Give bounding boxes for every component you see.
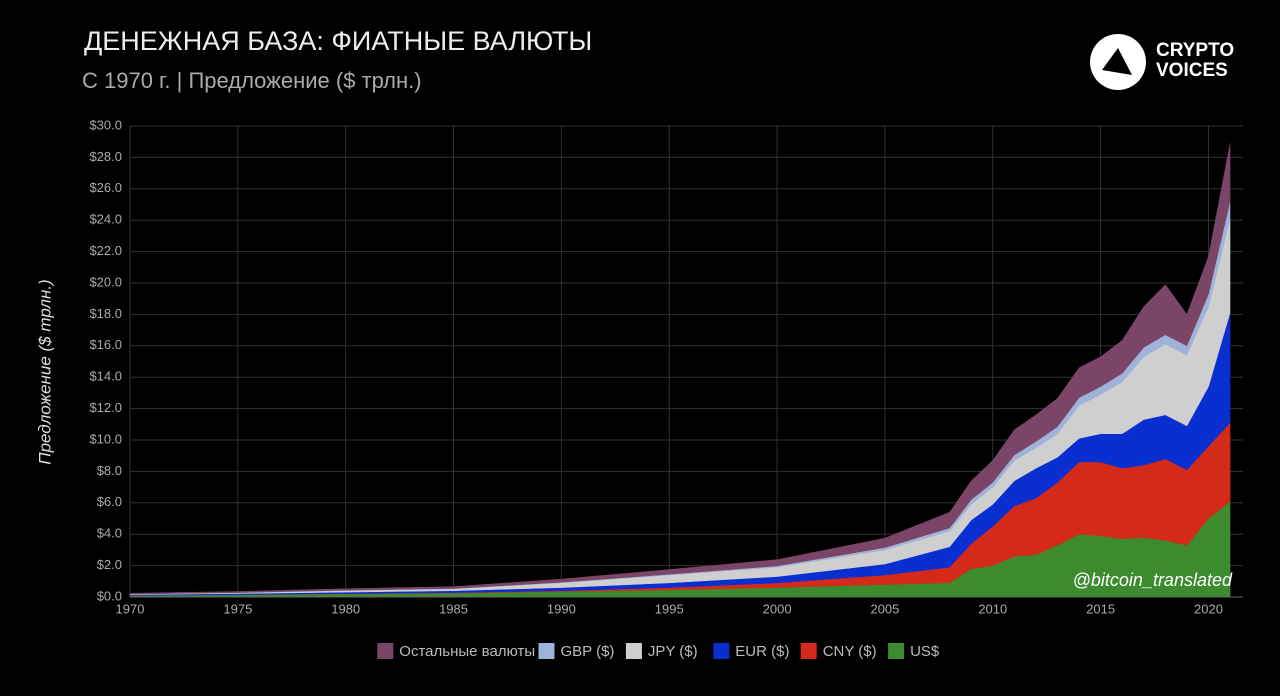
- x-tick-label: 1985: [439, 601, 468, 616]
- logo-text: CRYPTO: [1156, 40, 1234, 61]
- y-tick-label: $16.0: [89, 337, 122, 352]
- y-axis-label: Предложение ($ трлн.): [35, 279, 54, 464]
- x-tick-label: 2010: [978, 601, 1007, 616]
- y-tick-label: $28.0: [89, 149, 122, 164]
- y-tick-label: $8.0: [97, 463, 122, 478]
- y-tick-label: $10.0: [89, 431, 122, 446]
- legend-label: JPY ($): [648, 643, 698, 660]
- y-tick-label: $14.0: [89, 369, 122, 384]
- y-tick-label: $6.0: [97, 494, 122, 509]
- y-tick-label: $2.0: [97, 557, 122, 572]
- legend-swatch: [888, 643, 905, 659]
- x-tick-label: 2000: [763, 601, 792, 616]
- x-tick-label: 2015: [1086, 601, 1115, 616]
- watermark: @bitcoin_translated: [1073, 570, 1233, 590]
- legend-label: EUR ($): [735, 643, 789, 660]
- legend: Остальные валюты GBP ($) JPY ($) EUR ($) CNY…: [377, 643, 940, 660]
- legend-label: Остальные валюты: [399, 643, 535, 660]
- area: [129, 143, 1231, 595]
- logo-text: VOICES: [1156, 60, 1228, 81]
- chart-subtitle: С 1970 г. | Предложение ($ трлн.): [82, 68, 422, 93]
- x-tick-label: 1990: [547, 601, 576, 616]
- legend-swatch: [625, 643, 642, 659]
- legend-label: US$: [910, 643, 940, 660]
- legend-swatch: [538, 643, 555, 659]
- x-tick-label: 1975: [223, 601, 252, 616]
- plot-area: $0.0 $2.0 $4.0 $6.0 $8.0 $10.0 $12.0 $14.0 $16.0…: [89, 117, 1243, 616]
- legend-label: CNY ($): [823, 643, 877, 660]
- x-tick-label: 2020: [1194, 601, 1223, 616]
- chart-title: ДЕНЕЖНАЯ БАЗА: ФИАТНЫЕ ВАЛЮТЫ: [84, 26, 592, 56]
- y-tick-label: $12.0: [89, 400, 122, 415]
- y-tick-label: $18.0: [89, 306, 122, 321]
- y-tick-label: $22.0: [89, 243, 122, 258]
- y-tick-label: $24.0: [89, 212, 122, 227]
- legend-label: GBP ($): [561, 643, 615, 660]
- y-tick-label: $20.0: [89, 274, 122, 289]
- y-tick-label: $30.0: [89, 117, 122, 132]
- x-tick-label: 1995: [655, 601, 684, 616]
- y-tick-label: $26.0: [89, 180, 122, 195]
- x-tick-label: 1980: [331, 601, 360, 616]
- legend-swatch: [800, 643, 817, 659]
- x-tick-label: 1970: [116, 601, 145, 616]
- y-tick-label: $4.0: [97, 526, 122, 541]
- legend-swatch: [713, 643, 730, 659]
- y-tick-label: $0.0: [97, 588, 122, 603]
- x-tick-label: 2005: [870, 601, 899, 616]
- logo-glyph: [1102, 48, 1132, 75]
- legend-swatch: [377, 643, 394, 659]
